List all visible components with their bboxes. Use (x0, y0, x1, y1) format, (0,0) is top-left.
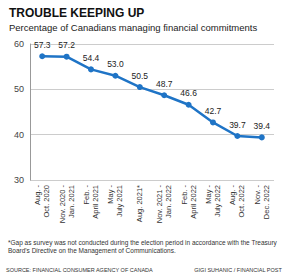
svg-text:July 2022: July 2022 (213, 185, 222, 217)
svg-text:Dec. 2022: Dec. 2022 (262, 185, 271, 219)
svg-text:Board's Directive on the Manag: Board's Directive on the Management of C… (8, 247, 176, 255)
svg-text:Jan. 2022: Jan. 2022 (164, 185, 173, 218)
svg-text:54.4: 54.4 (83, 53, 100, 63)
svg-text:Nov. -: Nov. - (253, 185, 262, 205)
svg-text:30: 30 (14, 175, 24, 185)
svg-text:53.0: 53.0 (107, 59, 124, 69)
svg-text:Feb. -: Feb. - (82, 185, 91, 205)
svg-text:60: 60 (14, 39, 24, 49)
svg-text:May -: May - (106, 184, 115, 203)
svg-text:April 2021: April 2021 (91, 185, 100, 219)
svg-text:Percentage of Canadians managi: Percentage of Canadians managing financi… (9, 22, 257, 33)
svg-text:57.3: 57.3 (34, 40, 51, 50)
svg-text:April 2022: April 2022 (189, 185, 198, 219)
svg-text:50: 50 (14, 84, 24, 94)
svg-text:46.6: 46.6 (180, 88, 197, 98)
svg-text:May -: May - (204, 184, 213, 203)
svg-text:Feb. -: Feb. - (180, 185, 189, 205)
svg-text:50.5: 50.5 (132, 71, 149, 81)
svg-text:39.4: 39.4 (254, 121, 271, 131)
svg-text:Aug. 2021*: Aug. 2021* (135, 185, 144, 222)
svg-text:TROUBLE KEEPING UP: TROUBLE KEEPING UP (9, 6, 144, 20)
svg-text:42.7: 42.7 (205, 106, 222, 116)
svg-text:40: 40 (14, 130, 24, 140)
svg-text:Nov. 2020 -: Nov. 2020 - (58, 185, 67, 224)
svg-text:39.7: 39.7 (229, 120, 246, 130)
svg-text:Aug. -: Aug. - (228, 185, 237, 206)
svg-text:July 2021: July 2021 (115, 185, 124, 217)
svg-text:GIGI SUHANIC / FINANCIAL POST: GIGI SUHANIC / FINANCIAL POST (194, 267, 282, 273)
svg-text:SOURCE: FINANCIAL CONSUMER AGE: SOURCE: FINANCIAL CONSUMER AGENCY OF CAN… (6, 267, 153, 273)
svg-text:Oct. 2020: Oct. 2020 (42, 185, 51, 218)
svg-text:*Gap as survey was not conduct: *Gap as survey was not conducted during … (8, 239, 279, 247)
svg-text:48.7: 48.7 (156, 79, 173, 89)
svg-text:Jan. 2021: Jan. 2021 (67, 185, 76, 218)
svg-text:Nov. 2021 -: Nov. 2021 - (155, 185, 164, 224)
svg-text:Oct. 2022: Oct. 2022 (237, 185, 246, 218)
svg-text:57.2: 57.2 (58, 40, 75, 50)
svg-text:Aug. -: Aug. - (33, 185, 42, 206)
